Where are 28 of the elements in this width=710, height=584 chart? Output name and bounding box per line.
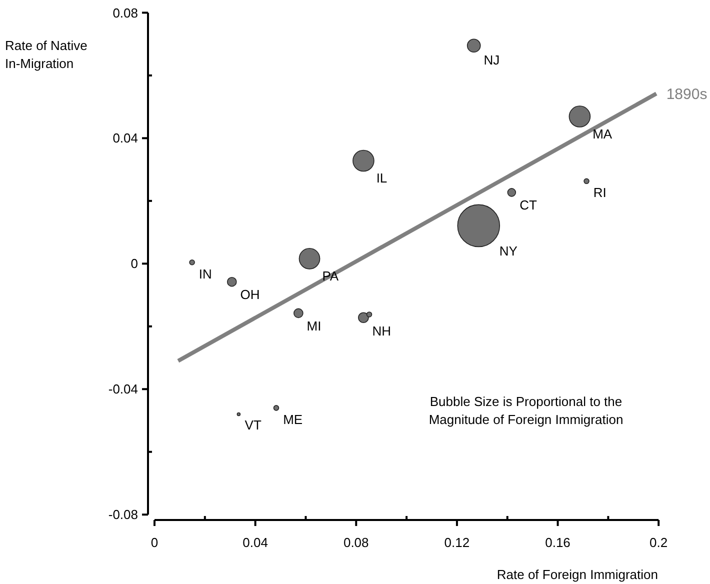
x-tick-label: 0.08	[343, 535, 369, 550]
x-tick-label: 0.16	[545, 535, 570, 550]
annotation: ME	[283, 412, 303, 427]
x-tick-label: 0.12	[444, 535, 470, 550]
y-tick-label: -0.08	[108, 507, 138, 522]
y-tick-label: 0	[130, 256, 138, 272]
annotation: PA	[322, 268, 339, 284]
y-axis-title: Rate of Native In-Migration	[5, 38, 88, 71]
y-tick-label: 0.08	[112, 5, 138, 20]
y-tick-label: 0.04	[112, 130, 138, 146]
annotation: RI	[593, 185, 606, 200]
annotation: MI	[306, 318, 322, 334]
x-tick-label: 0.04	[242, 535, 268, 550]
annotation: OH	[240, 287, 260, 302]
annotation: NJ	[484, 52, 500, 68]
y-tick-label: -0.04	[108, 382, 138, 397]
x-axis-title: Rate of Foreign Immigration	[496, 567, 658, 582]
annotation: NH	[372, 323, 391, 338]
annotation: IL	[376, 170, 388, 186]
x-tick-label: 0	[150, 535, 158, 550]
x-tick-label: 0.2	[650, 535, 668, 550]
annotation: CT	[520, 197, 538, 212]
annotation: IN	[198, 266, 212, 282]
annotation: Bubble Size is Proportional to the Magnitude of Foreign Immigration	[428, 394, 624, 427]
series-label: 1890s	[666, 86, 708, 103]
annotation: NY	[499, 243, 518, 258]
annotation: MA	[592, 126, 612, 142]
annotation: VT	[244, 417, 262, 432]
